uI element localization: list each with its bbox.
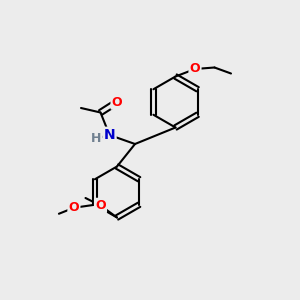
Text: O: O xyxy=(95,199,106,212)
Text: N: N xyxy=(104,128,115,142)
Text: H: H xyxy=(91,131,101,145)
Text: O: O xyxy=(112,95,122,109)
Text: O: O xyxy=(69,201,79,214)
Text: O: O xyxy=(190,62,200,76)
